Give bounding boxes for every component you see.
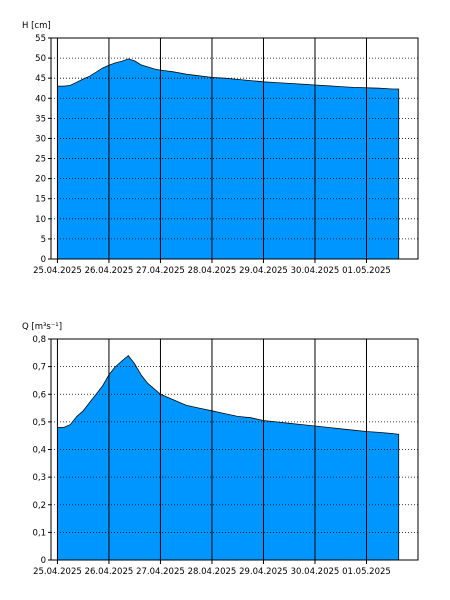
h-ytick-label: 5 xyxy=(41,235,46,245)
h-xtick-label: 01.05.2025 xyxy=(342,266,391,276)
h-xtick-label: 27.04.2025 xyxy=(136,266,185,276)
q-xtick-label: 01.05.2025 xyxy=(342,567,391,577)
q-ytick-label: 0,7 xyxy=(32,363,46,373)
q-ytick-label: 0 xyxy=(41,556,46,566)
h-ytick-label: 35 xyxy=(35,114,46,124)
water-level-axis-label: H [cm] xyxy=(22,21,51,31)
q-xtick-label: 26.04.2025 xyxy=(85,567,134,577)
q-ytick-label: 0,2 xyxy=(32,501,46,511)
h-ytick-label: 45 xyxy=(35,74,46,84)
q-ytick-label: 0,1 xyxy=(32,528,46,538)
h-xtick-label: 30.04.2025 xyxy=(291,266,340,276)
discharge-chart: Q [m³s⁻¹] 0 0,1 0,2 0,3 0,4 0,5 0,6 0,7 0,8 25.04… xyxy=(22,322,419,577)
h-xtick-label: 29.04.2025 xyxy=(239,266,288,276)
h-ytick-label: 30 xyxy=(35,134,46,144)
q-ytick-label: 0,5 xyxy=(32,418,46,428)
h-ytick-label: 15 xyxy=(35,195,46,205)
discharge-axis-label: Q [m³s⁻¹] xyxy=(22,322,62,332)
h-series-area xyxy=(57,58,400,260)
q-plot-frame xyxy=(50,338,419,561)
h-xtick-label: 25.04.2025 xyxy=(33,266,82,276)
q-ytick-label: 0,6 xyxy=(32,390,46,400)
h-ytick-label: 25 xyxy=(35,155,46,165)
q-xtick-label: 25.04.2025 xyxy=(33,567,82,577)
h-ytick-label: 50 xyxy=(35,54,46,64)
h-plot-frame xyxy=(50,37,419,260)
h-ytick-label: 10 xyxy=(35,215,46,225)
h-xtick-label: 26.04.2025 xyxy=(85,266,134,276)
h-ytick-label: 0 xyxy=(41,255,46,265)
q-ytick-label: 0,4 xyxy=(32,446,46,456)
q-xtick-label: 28.04.2025 xyxy=(188,567,237,577)
q-xtick-label: 29.04.2025 xyxy=(239,567,288,577)
q-series-area xyxy=(57,355,400,561)
h-ytick-label: 40 xyxy=(35,94,46,104)
q-ytick-label: 0,8 xyxy=(32,335,46,345)
q-ytick-label: 0,3 xyxy=(32,473,46,483)
h-ytick-label: 20 xyxy=(35,175,46,185)
h-xtick-label: 28.04.2025 xyxy=(188,266,237,276)
q-xtick-label: 27.04.2025 xyxy=(136,567,185,577)
q-xtick-label: 30.04.2025 xyxy=(291,567,340,577)
h-ytick-label: 55 xyxy=(35,34,46,44)
